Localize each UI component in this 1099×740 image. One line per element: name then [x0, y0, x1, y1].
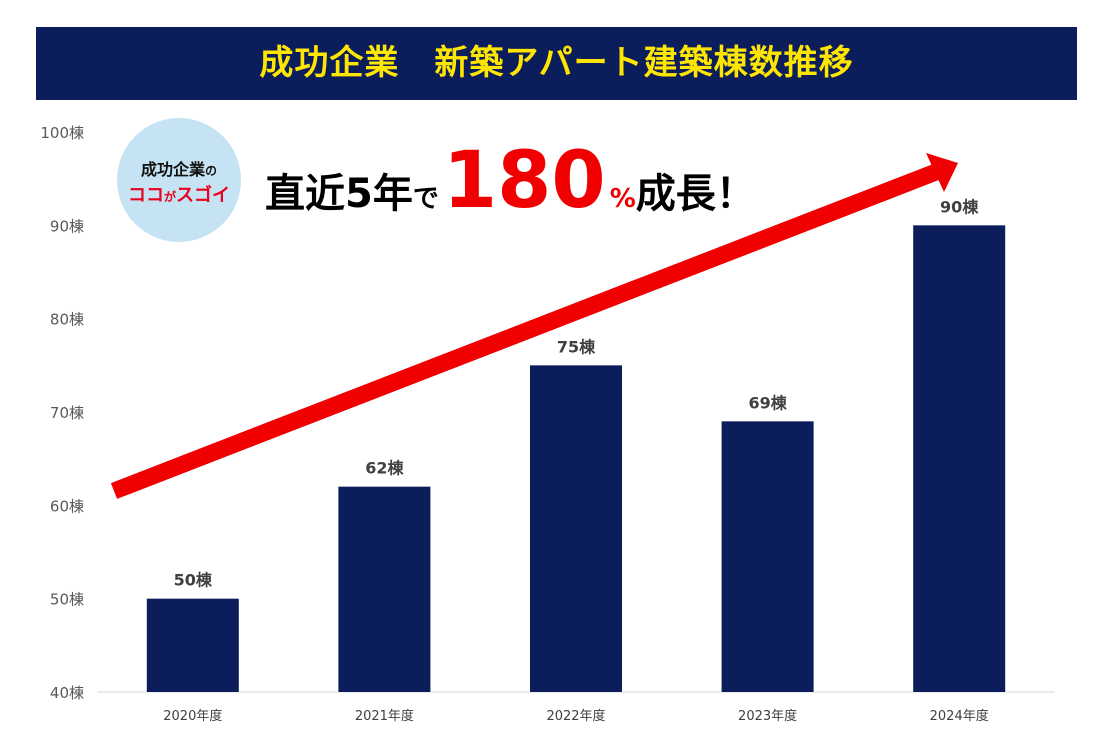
y-tick-label: 60棟 — [50, 497, 84, 515]
x-tick-label: 2024年度 — [930, 708, 989, 724]
data-label: 90棟 — [940, 197, 979, 216]
x-tick-label: 2022年度 — [546, 708, 605, 724]
badge-line-1: 成功企業の — [117, 156, 241, 180]
y-tick-label: 90棟 — [50, 217, 84, 235]
headline-period-text: 直近5年 — [265, 171, 413, 217]
bar — [721, 421, 814, 692]
badge-particle-text: の — [205, 164, 218, 178]
title-banner: 成功企業 新築アパート建築棟数推移 — [36, 27, 1077, 100]
data-label: 50棟 — [174, 571, 213, 590]
badge-company-text: 成功企業 — [140, 160, 205, 179]
headline-particle-text: で — [412, 184, 439, 214]
trend-arrow-head — [926, 153, 958, 192]
y-tick-label: 50棟 — [50, 591, 84, 609]
y-tick-label: 40棟 — [50, 684, 84, 702]
y-tick-label: 80棟 — [50, 311, 84, 329]
badge-ga-text: が — [163, 190, 176, 204]
headline-percent-sign: % — [609, 184, 636, 214]
badge-line-2: ココがスゴイ — [117, 181, 241, 207]
data-label: 69棟 — [748, 393, 787, 412]
headline-growth-number: 180 — [442, 136, 606, 226]
badge-koko-text: ココ — [127, 185, 164, 206]
badge-sugoi-text: スゴイ — [176, 185, 230, 206]
x-tick-label: 2020年度 — [163, 708, 222, 724]
trend-arrow-shaft — [110, 164, 940, 499]
data-label: 75棟 — [557, 337, 596, 356]
bar — [338, 486, 431, 692]
x-tick-label: 2023年度 — [738, 708, 797, 724]
x-tick-label: 2021年度 — [355, 708, 414, 724]
highlight-badge: 成功企業の ココがスゴイ — [117, 118, 241, 242]
bar — [146, 598, 239, 692]
data-label: 62棟 — [365, 459, 404, 478]
headline-growth-text: 成長！ — [635, 171, 756, 217]
chart-title: 成功企業 新築アパート建築棟数推移 — [259, 43, 854, 83]
bar — [913, 225, 1006, 693]
y-tick-label: 100棟 — [40, 124, 84, 142]
bar — [530, 365, 622, 692]
y-tick-label: 70棟 — [50, 404, 84, 422]
growth-headline: 直近5年で180 %成長！ — [265, 136, 756, 226]
